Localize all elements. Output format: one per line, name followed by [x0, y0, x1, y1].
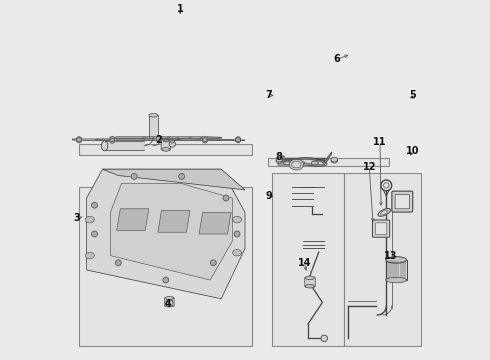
Ellipse shape: [284, 161, 291, 165]
Circle shape: [236, 137, 241, 142]
Circle shape: [156, 136, 161, 141]
Text: 11: 11: [373, 137, 387, 147]
Circle shape: [223, 195, 229, 201]
Text: 4: 4: [164, 299, 171, 309]
Text: 1: 1: [177, 4, 184, 14]
Circle shape: [92, 231, 98, 237]
Ellipse shape: [149, 113, 157, 117]
Circle shape: [236, 138, 241, 143]
Circle shape: [92, 202, 98, 208]
Ellipse shape: [305, 276, 314, 280]
Ellipse shape: [276, 158, 283, 163]
Ellipse shape: [101, 141, 108, 151]
Circle shape: [116, 260, 121, 266]
Ellipse shape: [311, 161, 318, 165]
FancyBboxPatch shape: [372, 220, 390, 237]
Circle shape: [170, 138, 174, 143]
Polygon shape: [110, 184, 232, 280]
Bar: [344, 173, 421, 346]
Circle shape: [163, 277, 169, 283]
Text: 14: 14: [297, 258, 311, 268]
Text: 8: 8: [276, 152, 283, 162]
Bar: [272, 173, 344, 346]
Ellipse shape: [386, 277, 407, 283]
Bar: [386, 260, 407, 280]
Circle shape: [202, 138, 207, 143]
Ellipse shape: [331, 158, 338, 163]
FancyBboxPatch shape: [375, 223, 387, 234]
FancyBboxPatch shape: [305, 277, 315, 287]
Polygon shape: [87, 169, 245, 299]
FancyBboxPatch shape: [395, 194, 410, 209]
Polygon shape: [158, 211, 190, 232]
Text: 9: 9: [265, 191, 272, 201]
Ellipse shape: [162, 148, 170, 151]
Polygon shape: [283, 152, 332, 161]
Polygon shape: [199, 212, 231, 234]
Ellipse shape: [233, 249, 242, 256]
Text: 2: 2: [155, 135, 162, 145]
Ellipse shape: [331, 157, 338, 162]
Ellipse shape: [300, 159, 323, 165]
Circle shape: [202, 136, 207, 141]
Circle shape: [169, 141, 175, 147]
Circle shape: [110, 136, 115, 141]
Ellipse shape: [297, 161, 305, 165]
Ellipse shape: [163, 139, 169, 142]
Circle shape: [110, 138, 115, 143]
Bar: [269, 158, 389, 166]
FancyBboxPatch shape: [161, 140, 171, 150]
Ellipse shape: [296, 158, 327, 166]
Ellipse shape: [166, 297, 173, 300]
Circle shape: [76, 137, 82, 142]
Polygon shape: [200, 137, 221, 138]
Text: 12: 12: [363, 162, 376, 172]
Ellipse shape: [378, 208, 391, 216]
Polygon shape: [109, 137, 208, 138]
Polygon shape: [117, 209, 149, 230]
Text: 7: 7: [265, 90, 272, 100]
Ellipse shape: [85, 216, 94, 223]
FancyBboxPatch shape: [392, 191, 413, 212]
Bar: [79, 144, 252, 155]
Polygon shape: [96, 139, 221, 140]
Circle shape: [321, 335, 327, 342]
Text: 13: 13: [384, 251, 397, 261]
Text: 6: 6: [333, 54, 340, 64]
Text: 10: 10: [406, 146, 419, 156]
Ellipse shape: [386, 257, 407, 263]
Ellipse shape: [276, 157, 283, 162]
Ellipse shape: [233, 216, 242, 223]
Polygon shape: [73, 139, 245, 141]
Circle shape: [76, 138, 82, 143]
Circle shape: [179, 174, 185, 179]
Ellipse shape: [305, 284, 314, 288]
Ellipse shape: [381, 210, 388, 215]
Text: 5: 5: [409, 90, 416, 100]
Circle shape: [210, 260, 216, 266]
Polygon shape: [278, 158, 328, 165]
Circle shape: [131, 174, 137, 179]
Ellipse shape: [85, 252, 94, 259]
Bar: [79, 187, 252, 346]
Ellipse shape: [292, 161, 301, 168]
Polygon shape: [102, 169, 245, 190]
Ellipse shape: [289, 159, 304, 170]
FancyBboxPatch shape: [165, 297, 174, 307]
Circle shape: [234, 231, 240, 237]
Text: 3: 3: [74, 213, 80, 223]
